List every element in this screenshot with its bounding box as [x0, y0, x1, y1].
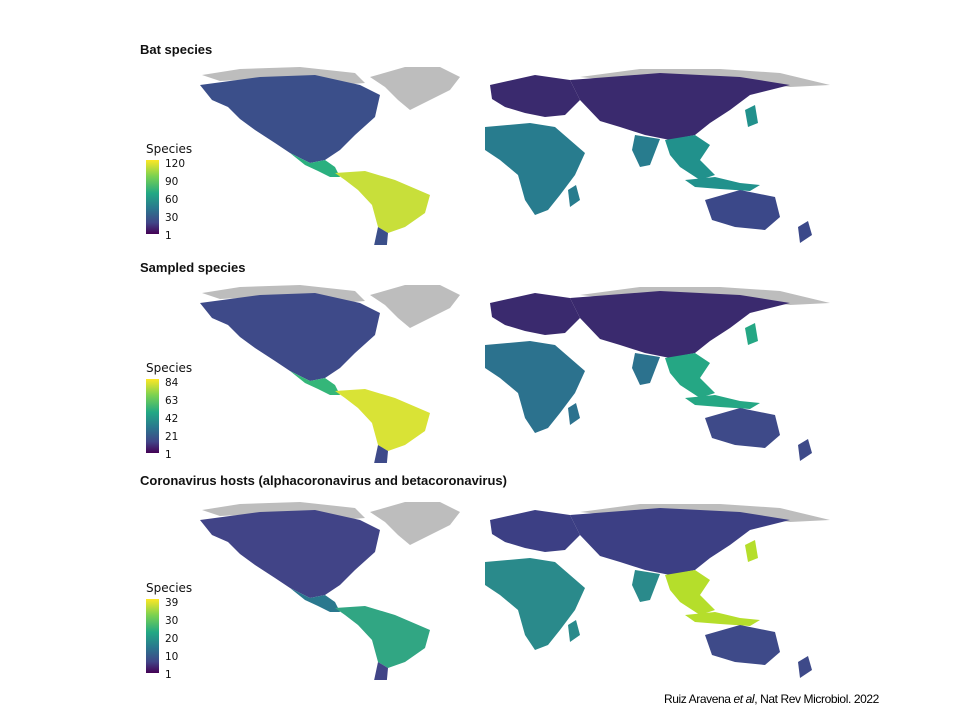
- greenland-region: [370, 502, 460, 545]
- legend-tick: 120: [165, 158, 186, 170]
- asia-region: [570, 291, 790, 358]
- legend-title: Species: [146, 142, 193, 156]
- australia-region: [705, 625, 780, 665]
- panel-title-sampled-species: Sampled species: [140, 260, 246, 275]
- south-america-cone-region: [374, 227, 388, 245]
- central-america-region: [290, 153, 340, 177]
- australia-region: [705, 190, 780, 230]
- legend-tick: 21: [165, 431, 179, 443]
- indonesia-region: [685, 177, 760, 191]
- asia-region: [570, 508, 790, 575]
- legend-tick: 42: [165, 413, 179, 425]
- legend-tick: 1: [165, 230, 172, 242]
- world-map-bat-species: [200, 67, 830, 245]
- legend-sampled-species: Species 84 63 42 21 1: [140, 361, 220, 461]
- legend-title: Species: [146, 361, 193, 375]
- legend-tick: 84: [165, 377, 179, 389]
- southeast-asia-region: [665, 570, 715, 615]
- india-region: [632, 570, 660, 602]
- greenland-region: [370, 67, 460, 110]
- legend-colorbar: [146, 599, 159, 673]
- world-map-coronavirus-hosts: [200, 502, 830, 680]
- credit-journal: , Nat Rev Microbiol. 2022: [754, 692, 879, 706]
- north-america-region: [200, 510, 380, 598]
- legend-colorbar: [146, 379, 159, 453]
- legend-tick: 90: [165, 176, 179, 188]
- legend-colorbar: [146, 160, 159, 234]
- source-credit: Ruiz Aravena et al, Nat Rev Microbiol. 2…: [664, 692, 879, 706]
- north-america-region: [200, 293, 380, 381]
- credit-authors: Ruiz Aravena: [664, 692, 731, 706]
- indonesia-region: [685, 612, 760, 626]
- japan-region: [745, 540, 758, 562]
- legend-tick: 20: [165, 633, 179, 645]
- legend-tick: 39: [165, 597, 179, 609]
- panel-title-coronavirus-hosts: Coronavirus hosts (alphacoronavirus and …: [140, 473, 507, 488]
- panel-title-bat-species: Bat species: [140, 42, 213, 57]
- southeast-asia-region: [665, 135, 715, 180]
- legend-tick: 60: [165, 194, 179, 206]
- madagascar-region: [568, 185, 580, 207]
- india-region: [632, 353, 660, 385]
- south-america-cone-region: [374, 445, 388, 463]
- africa-region: [485, 123, 585, 215]
- central-america-region: [290, 371, 340, 395]
- asia-region: [570, 73, 790, 140]
- africa-region: [485, 341, 585, 433]
- europe-region: [490, 510, 580, 552]
- south-america-region: [335, 389, 430, 451]
- new-zealand-region: [798, 221, 812, 243]
- north-america-region: [200, 75, 380, 163]
- europe-region: [490, 293, 580, 335]
- credit-etal: et al: [733, 692, 755, 706]
- new-zealand-region: [798, 656, 812, 678]
- madagascar-region: [568, 620, 580, 642]
- legend-tick: 1: [165, 449, 172, 461]
- south-america-region: [335, 606, 430, 668]
- south-america-cone-region: [374, 662, 388, 680]
- legend-tick: 63: [165, 395, 179, 407]
- japan-region: [745, 105, 758, 127]
- southeast-asia-region: [665, 353, 715, 398]
- legend-tick: 30: [165, 212, 179, 224]
- europe-region: [490, 75, 580, 117]
- greenland-region: [370, 285, 460, 328]
- new-zealand-region: [798, 439, 812, 461]
- legend-coronavirus-hosts: Species 39 30 20 10 1: [140, 581, 220, 681]
- legend-bat-species: Species 120 90 60 30 1: [140, 142, 220, 242]
- central-america-region: [290, 588, 340, 612]
- south-america-region: [335, 171, 430, 233]
- japan-region: [745, 323, 758, 345]
- world-map-sampled-species: [200, 285, 830, 463]
- madagascar-region: [568, 403, 580, 425]
- indonesia-region: [685, 395, 760, 409]
- legend-tick: 10: [165, 651, 179, 663]
- legend-title: Species: [146, 581, 193, 595]
- legend-tick: 1: [165, 669, 172, 681]
- india-region: [632, 135, 660, 167]
- legend-tick: 30: [165, 615, 179, 627]
- australia-region: [705, 408, 780, 448]
- africa-region: [485, 558, 585, 650]
